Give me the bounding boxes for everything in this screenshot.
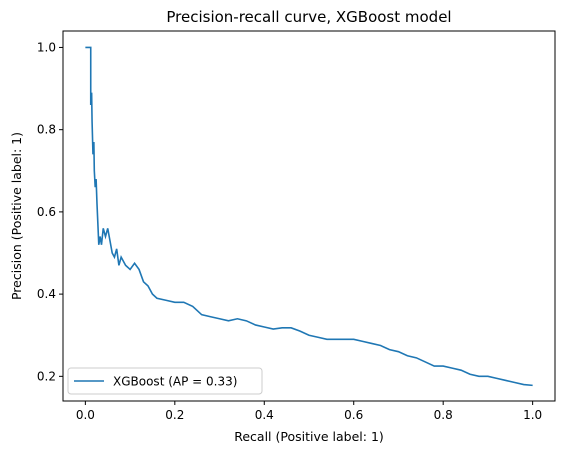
y-axis-ticks: 0.2 0.4 0.6 0.8 1.0 xyxy=(37,40,63,383)
y-tick-label: 1.0 xyxy=(37,40,56,54)
legend-label: XGBoost (AP = 0.33) xyxy=(113,375,237,389)
x-tick-label: 0.6 xyxy=(344,408,363,422)
y-tick-label: 0.4 xyxy=(37,287,56,301)
x-tick-label: 0.2 xyxy=(165,408,184,422)
x-tick-label: 1.0 xyxy=(523,408,542,422)
x-tick-label: 0.4 xyxy=(255,408,274,422)
legend-box xyxy=(67,367,263,395)
plot-area xyxy=(62,30,556,402)
plot-frame xyxy=(62,30,556,402)
y-axis-label: Precision (Positive label: 1) xyxy=(9,132,24,300)
x-axis-label: Recall (Positive label: 1) xyxy=(234,429,384,444)
y-tick-label: 0.2 xyxy=(37,369,56,383)
legend: XGBoost (AP = 0.33) xyxy=(67,367,263,395)
y-tick-label: 0.6 xyxy=(37,205,56,219)
x-tick-label: 0.8 xyxy=(434,408,453,422)
x-tick-label: 0.0 xyxy=(76,408,95,422)
pr-curve-xgboost xyxy=(85,46,533,387)
x-axis-ticks: 0.0 0.2 0.4 0.6 0.8 1.0 xyxy=(76,401,542,422)
chart-title: Precision-recall curve, XGBoost model xyxy=(166,8,451,26)
y-tick-label: 0.8 xyxy=(37,123,56,137)
